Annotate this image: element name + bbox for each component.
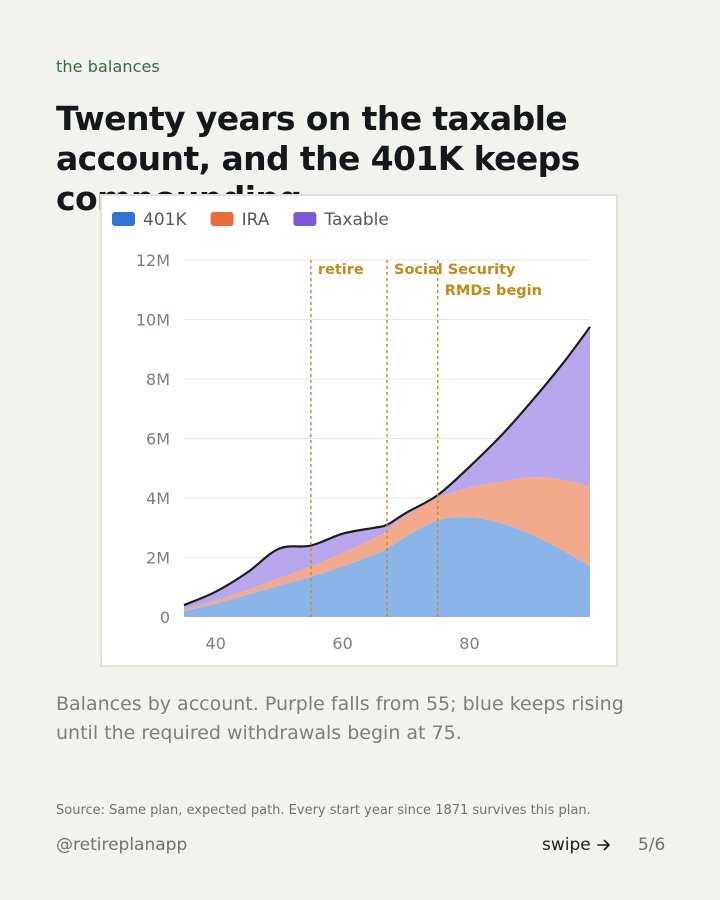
y-tick-label: 10M (136, 311, 170, 330)
page-indicator: 5/6 (638, 835, 666, 855)
annotation-label: Social Security (394, 262, 516, 278)
x-tick-label: 60 (332, 634, 352, 653)
swipe-label: swipe (542, 835, 591, 855)
chart-x-axis: 40 60 80 (206, 634, 480, 653)
swipe-button[interactable]: swipe (542, 835, 611, 855)
annotation-label: retire (318, 262, 364, 278)
y-tick-label: 0 (160, 608, 170, 627)
y-tick-label: 2M (146, 549, 170, 568)
x-tick-label: 40 (206, 634, 226, 653)
legend-label-401k: 401K (143, 210, 187, 230)
y-tick-label: 8M (146, 370, 170, 389)
annotation-label: RMDs begin (445, 283, 542, 299)
x-tick-label: 80 (459, 634, 479, 653)
kicker: the balances (56, 57, 160, 76)
legend-swatch-401k (112, 212, 135, 226)
headline: Twenty years on the taxable account, and… (56, 99, 580, 218)
arrow-right-icon (596, 839, 610, 851)
legend-label-taxable: Taxable (323, 210, 388, 230)
chart-y-axis: 0 2M 4M 6M 8M 10M 12M (136, 251, 170, 627)
legend-label-ira: IRA (242, 210, 270, 230)
chart-legend: 401K IRA Taxable (112, 210, 389, 230)
y-tick-label: 4M (146, 489, 170, 508)
balances-chart: 401K IRA Taxable retire Social Security RMDs… (112, 210, 591, 653)
chart-caption: Balances by account. Purple falls from 5… (56, 693, 624, 744)
chart-card: 401K IRA Taxable retire Social Security RMDs… (100, 194, 618, 667)
legend-swatch-ira (210, 212, 234, 226)
y-tick-label: 6M (146, 430, 170, 449)
legend-swatch-taxable (293, 212, 317, 226)
y-tick-label: 12M (136, 251, 170, 270)
footer-handle[interactable]: @retireplanapp (56, 835, 188, 855)
chart-annotations: retire Social Security RMDs begin (310, 260, 542, 617)
area-taxable (184, 326, 590, 610)
source-note: Source: Same plan, expected path. Every … (56, 803, 591, 818)
